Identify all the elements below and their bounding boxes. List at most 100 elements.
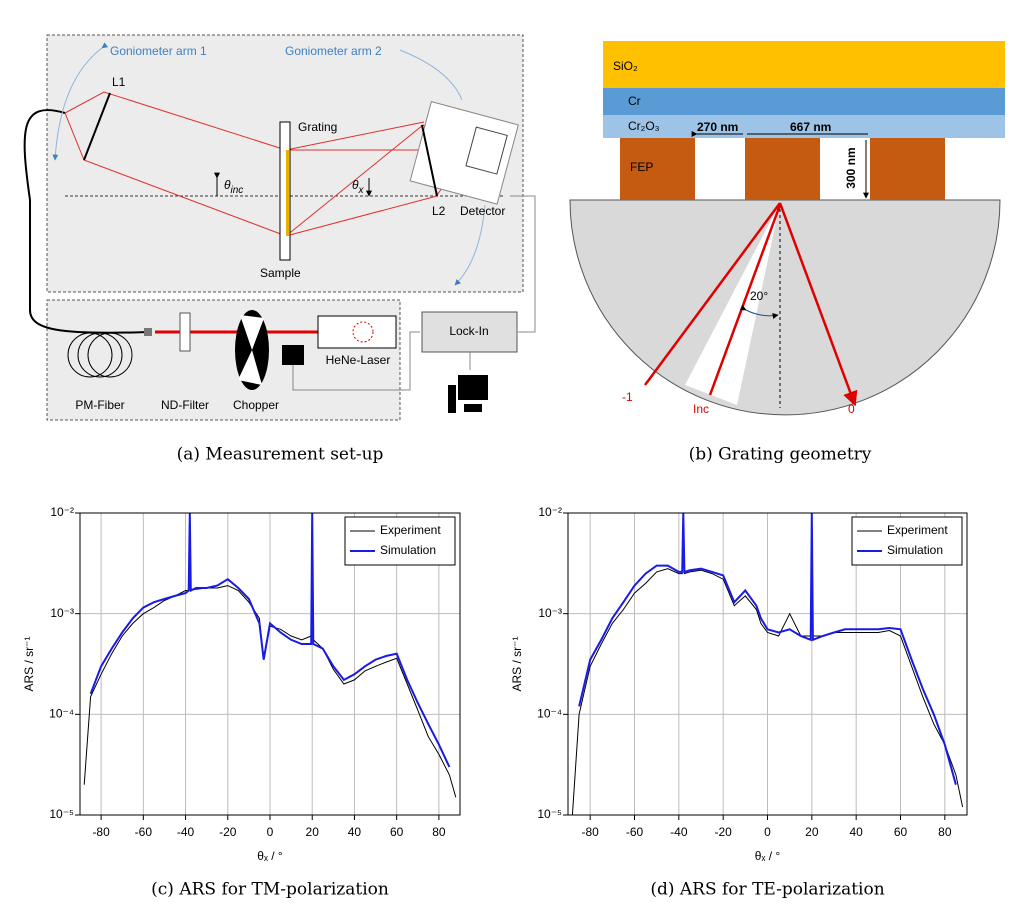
label: 20°	[750, 289, 768, 303]
subscript: inc	[231, 185, 244, 196]
series-line	[578, 513, 957, 785]
label: -1	[622, 390, 633, 404]
label: Goniometer arm 1	[110, 44, 207, 58]
y-tick-label: 10⁻²	[538, 505, 562, 519]
label: SiO₂	[613, 59, 638, 73]
fep-line	[620, 138, 695, 200]
fiber-coil	[77, 332, 123, 378]
subscript: x	[358, 185, 365, 196]
label: Chopper	[233, 398, 279, 412]
arm1-arrow	[52, 42, 109, 161]
label: PM-Fiber	[75, 398, 124, 412]
label: Cr	[628, 94, 641, 108]
caption: (d) ARS for TE-polarization	[650, 880, 884, 900]
angle-arrow	[739, 304, 779, 319]
y-tick-label: 10⁻²	[50, 505, 74, 519]
label: Lock-In	[449, 324, 488, 338]
label: Goniometer arm 2	[285, 44, 382, 58]
legend-label: Simulation	[380, 543, 436, 557]
x-tick-label: -40	[670, 825, 688, 839]
symbol: θ	[352, 178, 359, 192]
computer	[448, 385, 456, 413]
lens-l2	[421, 124, 438, 197]
x-tick-label: 0	[764, 825, 771, 839]
x-tick-label: 20	[805, 825, 819, 839]
series-line	[89, 513, 451, 768]
angle-arrows	[217, 178, 369, 196]
x-tick-label: -60	[135, 825, 153, 839]
x-tick-label: 80	[938, 825, 952, 839]
fiber-coil	[87, 332, 133, 378]
y-axis-label: ARS / sr⁻¹	[510, 636, 524, 691]
label: Inc	[693, 402, 709, 416]
label: L1	[112, 75, 126, 89]
fiber-coil	[67, 332, 113, 378]
coupler	[144, 328, 152, 336]
x-tick-label: -60	[626, 825, 644, 839]
plot-frame	[79, 512, 461, 816]
x-tick-label: 80	[432, 825, 446, 839]
legend-label: Simulation	[887, 543, 943, 557]
y-tick-label: 10⁻³	[50, 606, 74, 620]
x-tick-label: 0	[267, 825, 274, 839]
series-line	[571, 513, 964, 815]
label: 270 nm	[697, 120, 738, 134]
fep-line	[870, 138, 945, 200]
caption: (c) ARS for TM-polarization	[151, 880, 389, 900]
y-axis-label: ARS / sr⁻¹	[22, 636, 36, 691]
x-tick-label: 60	[390, 825, 404, 839]
label: Cr₂O₃	[628, 119, 660, 133]
chopper-slots	[238, 315, 264, 385]
x-tick-label: 20	[306, 825, 320, 839]
laser-spot	[352, 321, 374, 343]
lock-in-box	[421, 311, 518, 353]
x-tick-label: -80	[92, 825, 110, 839]
wedge-cut	[685, 203, 780, 405]
x-tick-label: -20	[714, 825, 732, 839]
label: θinc	[224, 178, 243, 195]
plot-frame	[567, 512, 968, 816]
detector-arm	[409, 101, 519, 205]
chopper-driver	[282, 345, 304, 365]
x-tick-label: 40	[849, 825, 863, 839]
label: 300 nm	[844, 147, 858, 188]
legend-label: Experiment	[380, 523, 441, 537]
x-axis-label: θₓ / °	[257, 849, 283, 863]
grating	[286, 150, 289, 236]
laser	[317, 315, 397, 349]
y-tick-label: 10⁻⁵	[537, 807, 562, 821]
legend-box	[851, 516, 963, 566]
panel-a: Goniometer arm 1 Goniometer arm 2 L1 Gra…	[23, 34, 536, 465]
fiber	[23, 109, 149, 334]
y-tick-label: 10⁻³	[538, 606, 562, 620]
computer	[464, 404, 482, 412]
fep-line	[745, 138, 820, 200]
half-cylinder	[569, 199, 1001, 416]
label: θx	[352, 178, 365, 195]
layer-sio2	[603, 41, 1005, 88]
legend-label: Experiment	[887, 523, 948, 537]
x-tick-label: -80	[581, 825, 599, 839]
nd-filter	[179, 312, 191, 352]
label: FEP	[630, 160, 653, 174]
arm2-arrow	[399, 49, 486, 285]
caption: (a) Measurement set-up	[177, 445, 384, 465]
label: Detector	[460, 204, 505, 218]
panel-b: SiO₂ Cr Cr₂O₃ 270 nm 667 nm 300 nm FEP 2…	[569, 41, 1005, 465]
x-tick-label: 40	[348, 825, 362, 839]
y-tick-label: 10⁻⁴	[537, 707, 562, 721]
computer	[458, 375, 488, 400]
caption: (b) Grating geometry	[689, 445, 872, 465]
x-tick-label: 60	[894, 825, 908, 839]
label: HeNe-Laser	[326, 353, 391, 367]
x-tick-label: -20	[219, 825, 237, 839]
label: L2	[432, 204, 446, 218]
x-tick-label: -40	[177, 825, 195, 839]
label: 0	[848, 402, 855, 416]
label: 667 nm	[790, 120, 831, 134]
x-axis-label: θₓ / °	[755, 849, 781, 863]
rays	[643, 202, 855, 405]
detector	[465, 126, 508, 175]
y-tick-label: 10⁻⁵	[49, 807, 74, 821]
